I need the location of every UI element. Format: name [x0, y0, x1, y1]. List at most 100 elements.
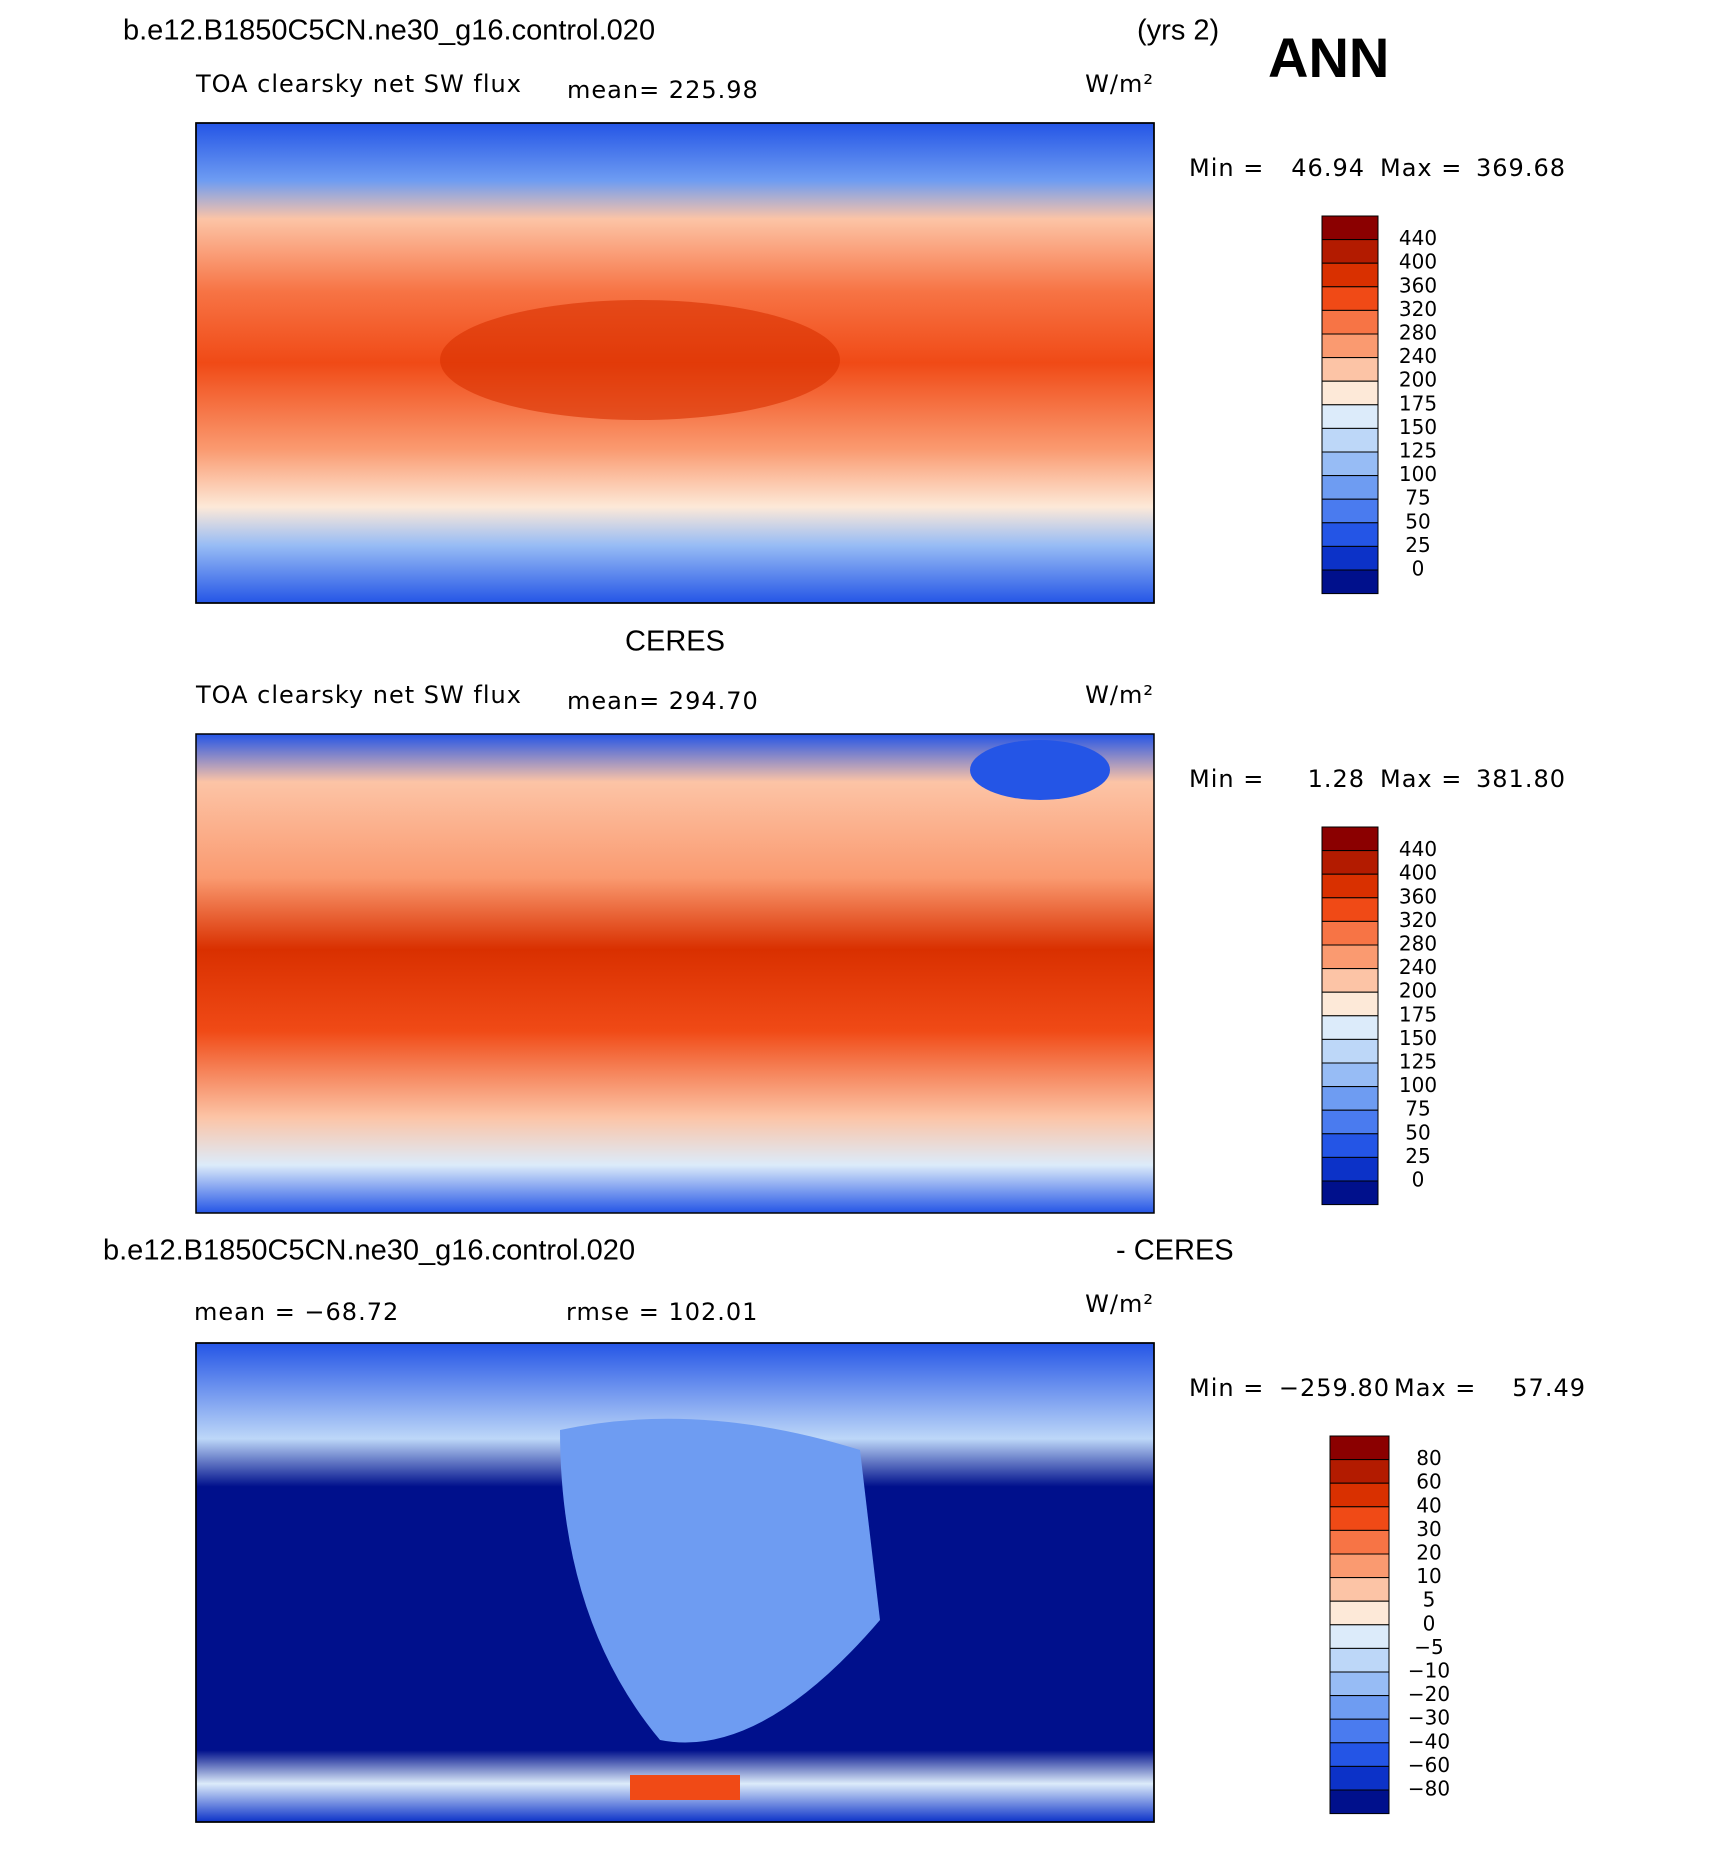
colorbar-label: 125	[1399, 439, 1437, 463]
panel-heading: CERES	[625, 626, 725, 658]
colorbar-label: 75	[1405, 1097, 1430, 1121]
min-value: −259.80	[1279, 1374, 1390, 1402]
units: W/m²	[1085, 70, 1154, 98]
colorbar-box	[1321, 1038, 1379, 1064]
max-label: Max =	[1380, 765, 1462, 793]
colorbar-box	[1329, 1647, 1390, 1673]
min-label: Min =	[1189, 154, 1264, 182]
colorbar-box	[1329, 1529, 1390, 1555]
colorbar-box	[1321, 991, 1379, 1017]
colorbar-label: 175	[1399, 1002, 1437, 1026]
colorbar-label: 320	[1399, 297, 1437, 321]
colorbar-box	[1321, 1109, 1379, 1135]
colorbar-label: 240	[1399, 344, 1437, 368]
max-label: Max =	[1380, 154, 1462, 182]
colorbar-box	[1321, 1086, 1379, 1111]
colorbar-box	[1321, 826, 1379, 852]
colorbar-box	[1321, 404, 1379, 429]
colorbar-label: 30	[1416, 1517, 1441, 1541]
colorbar-label: 280	[1399, 321, 1437, 345]
min-label: Min =	[1189, 765, 1264, 793]
min-value: 46.94	[1291, 154, 1365, 182]
colorbar-box	[1321, 427, 1379, 453]
colorbar-box	[1329, 1789, 1390, 1815]
colorbar-label: 40	[1416, 1493, 1441, 1517]
colorbar-label: −30	[1408, 1706, 1450, 1730]
colorbar-box	[1329, 1459, 1390, 1484]
variable: TOA clearsky net SW flux	[195, 681, 522, 709]
colorbar-label: 0	[1412, 1168, 1425, 1192]
colorbar-label: 400	[1399, 861, 1437, 885]
colorbar-label: 0	[1412, 557, 1425, 581]
colorbar-label: −5	[1414, 1635, 1443, 1659]
panel-heading: b.e12.B1850C5CN.ne30_g16.control.020	[103, 1235, 635, 1267]
colorbar-box	[1321, 873, 1379, 899]
units: W/m²	[1085, 681, 1154, 709]
colorbar-label: 360	[1399, 273, 1437, 297]
map-feature	[440, 300, 840, 420]
colorbar-label: 280	[1399, 932, 1437, 956]
colorbar-box	[1329, 1600, 1390, 1626]
colorbar-label: 50	[1405, 509, 1430, 533]
colorbar-label: −10	[1408, 1659, 1450, 1683]
colorbar-box	[1321, 1015, 1379, 1040]
colorbar-label: 360	[1399, 884, 1437, 908]
mean: mean= 225.98	[567, 76, 759, 104]
colorbar-box	[1329, 1695, 1390, 1720]
max-value: 369.68	[1476, 154, 1566, 182]
colorbar-label: 25	[1405, 533, 1430, 557]
colorbar-box	[1329, 1482, 1390, 1508]
colorbar-box	[1329, 1671, 1390, 1697]
colorbar-label: 440	[1399, 226, 1437, 250]
max-value: 57.49	[1512, 1374, 1586, 1402]
max-value: 381.80	[1476, 765, 1566, 793]
map-feature	[970, 740, 1110, 800]
colorbar-box	[1321, 380, 1379, 406]
colorbar-box	[1329, 1765, 1390, 1791]
colorbar-box	[1321, 569, 1379, 595]
colorbar-label: 75	[1405, 486, 1430, 510]
rmse: rmse = 102.01	[566, 1298, 758, 1326]
colorbar-label: 125	[1399, 1050, 1437, 1074]
variable: TOA clearsky net SW flux	[195, 70, 522, 98]
colorbar-label: 100	[1399, 462, 1437, 486]
colorbar-label: 320	[1399, 908, 1437, 932]
max-label: Max =	[1394, 1374, 1476, 1402]
colorbar-box	[1329, 1624, 1390, 1649]
map-feature	[630, 1775, 740, 1800]
colorbar-box	[1329, 1435, 1390, 1461]
map-feature	[560, 1418, 880, 1743]
colorbar-box	[1321, 1133, 1379, 1158]
colorbar-box	[1321, 850, 1379, 875]
colorbar-label: 10	[1416, 1564, 1441, 1588]
colorbar-box	[1321, 239, 1379, 264]
colorbar-box	[1321, 451, 1379, 477]
colorbar-box	[1329, 1577, 1390, 1602]
colorbar-box	[1321, 262, 1379, 288]
colorbar-label: 0	[1423, 1611, 1436, 1635]
colorbar-box	[1321, 968, 1379, 993]
colorbar-label: −40	[1408, 1729, 1450, 1753]
colorbar-label: 200	[1399, 368, 1437, 392]
colorbar-box	[1329, 1742, 1390, 1767]
colorbar-box	[1329, 1718, 1390, 1744]
min-label: Min =	[1189, 1374, 1264, 1402]
colorbar-label: 100	[1399, 1073, 1437, 1097]
colorbar-label: 80	[1416, 1446, 1441, 1470]
colorbar-box	[1321, 897, 1379, 922]
colorbar-box	[1321, 286, 1379, 311]
colorbar-label: 150	[1399, 415, 1437, 439]
colorbar-box	[1329, 1506, 1390, 1531]
colorbar-box	[1321, 1062, 1379, 1088]
colorbar-label: 150	[1399, 1026, 1437, 1050]
colorbar-box	[1321, 475, 1379, 500]
colorbar-box	[1321, 215, 1379, 241]
colorbar-box	[1321, 357, 1379, 382]
mean: mean= 294.70	[567, 687, 759, 715]
units: W/m²	[1085, 1290, 1154, 1318]
colorbar-box	[1321, 545, 1379, 571]
min-value: 1.28	[1308, 765, 1365, 793]
colorbar-box	[1321, 309, 1379, 335]
